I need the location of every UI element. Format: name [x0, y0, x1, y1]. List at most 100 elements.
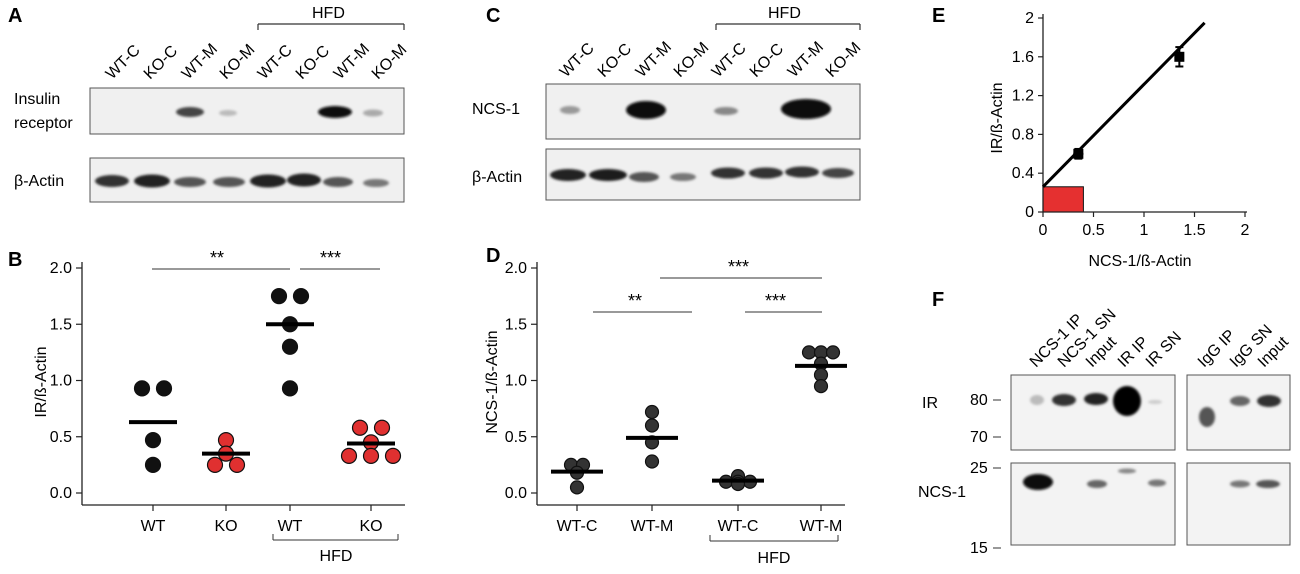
panel-c-hfd-label: HFD [768, 5, 801, 22]
panel-d-y-tick-label: 0.0 [505, 485, 527, 502]
panel-e-x-tick-label: 1.5 [1183, 222, 1205, 239]
panel-b-label: B [8, 249, 22, 271]
panel-a: A HFD WT-CKO-CWT-MKO-MWT-CKO-CWT-MKO-M I… [8, 5, 410, 203]
band [626, 101, 666, 119]
panel-c-lane-label: WT-M [785, 39, 827, 81]
panel-d-ylabel: NCS-1/ß-Actin [484, 330, 501, 433]
panel-e-plot: 0 0.4 0.8 1.2 1.6 2 0 0.5 1 1.5 2 [1012, 10, 1250, 239]
panel-d-y-tick-label: 1.5 [505, 316, 527, 333]
band [711, 167, 745, 179]
panel-b-data-point [144, 456, 162, 473]
band [560, 106, 580, 114]
panel-b: B IR/ß-Actin 0.00.51.01.52.0WT KO WT KO ** … [8, 248, 405, 565]
panel-c-lane-label: WT-C [557, 40, 598, 81]
panel-b-ylabel: IR/ß-Actin [33, 346, 50, 417]
panel-d-data-point [569, 480, 585, 495]
panel-a-lane-label: WT-M [331, 41, 373, 83]
panel-e-y-tick-label: 0.8 [1012, 126, 1034, 143]
panel-b-sig-1: ** [210, 248, 224, 268]
panel-b-data-point [281, 380, 299, 397]
panel-a-lane-label: WT-C [103, 42, 144, 83]
panel-f-lane-label: IR SN [1143, 329, 1185, 371]
band [1113, 386, 1141, 416]
panel-a-lane-label: KO-M [217, 41, 259, 83]
panel-f-label: F [932, 289, 944, 311]
panel-d-data-point [813, 379, 829, 394]
panel-f-mw-25: 25 [970, 460, 988, 477]
band [1030, 395, 1044, 405]
band [134, 174, 170, 188]
panel-c-lane-label: WT-M [633, 39, 675, 81]
panel-b-data-point [133, 380, 151, 397]
panel-e-data-point [1073, 148, 1084, 159]
panel-b-y-tick-label: 0.5 [50, 429, 72, 446]
panel-d-x-tick-label: WT-C [557, 518, 598, 535]
panel-e-y-tick-label: 1.6 [1012, 49, 1034, 66]
panel-d-sig-2: *** [728, 257, 749, 277]
panel-f-row1-label: IR [922, 395, 938, 412]
panel-a-row1-label-1: Insulin [14, 91, 60, 108]
band [318, 106, 352, 118]
panel-c-row2-label: β-Actin [472, 169, 522, 186]
panel-f-bands [1023, 386, 1281, 490]
band [323, 177, 353, 187]
panel-b-y-tick-label: 1.0 [50, 373, 72, 390]
panel-e-ylabel: IR/ß-Actin [989, 82, 1006, 153]
band [785, 166, 819, 178]
panel-c-lane-label: KO-M [671, 39, 713, 81]
panel-e-x-tick-label: 0.5 [1082, 222, 1104, 239]
panel-b-plot: 0.0 0.5 1.0 1.5 2.0 WT KO WT KO [50, 260, 405, 535]
band [219, 110, 237, 116]
panel-e-label: E [932, 5, 945, 27]
panel-a-lane-label: WT-C [255, 42, 296, 83]
panel-c-row1-label: NCS-1 [472, 101, 520, 118]
band [213, 177, 245, 187]
panel-d-y-tick-label: 1.0 [505, 373, 527, 390]
band [95, 175, 129, 187]
panel-e-y-tick-label: 1.2 [1012, 88, 1034, 105]
panel-d-sig-3: *** [765, 291, 786, 311]
band [1087, 480, 1107, 488]
panel-a-lane-label: KO-C [293, 43, 333, 83]
panel-b-data-point [144, 432, 162, 449]
panel-c-bands [550, 99, 854, 182]
panel-a-lane-label: KO-C [141, 43, 181, 83]
band [550, 169, 586, 181]
panel-e-highlight-box [1042, 186, 1084, 213]
panel-b-x-tick-label: WT [141, 518, 166, 535]
panel-d-data-point [644, 404, 660, 420]
panel-d-data-point [644, 454, 660, 469]
panel-f-mw-15: 15 [970, 540, 988, 557]
panel-d-sig-1: ** [628, 291, 642, 311]
panel-b-hfd-label: HFD [320, 548, 353, 565]
band [363, 179, 389, 187]
band [1118, 468, 1136, 474]
band [629, 172, 659, 182]
panel-c-lane-labels: WT-CKO-CWT-MKO-MWT-CKO-CWT-MKO-M [557, 39, 865, 81]
panel-d-hfd-label: HFD [758, 550, 791, 567]
panel-a-label: A [8, 5, 22, 27]
panel-b-data-point [281, 338, 299, 355]
panel-a-blot-insulin-receptor [89, 87, 405, 135]
panel-f-blot-ir-left [1010, 374, 1176, 451]
panel-a-row1-label-2: receptor [14, 115, 73, 132]
panel-c-lane-label: KO-C [747, 41, 787, 81]
panel-e-y-tick-label: 0 [1025, 204, 1034, 221]
panel-e-x-tick-label: 2 [1241, 222, 1250, 239]
panel-c: C HFD WT-CKO-CWT-MKO-MWT-CKO-CWT-MKO-M N… [472, 5, 865, 201]
panel-e-xlabel: NCS-1/ß-Actin [1088, 253, 1191, 270]
panel-d-data-point [644, 418, 660, 433]
panel-f-mw-70: 70 [970, 429, 988, 446]
panel-e-x-tick-label: 0 [1039, 222, 1048, 239]
panel-c-lane-label: WT-C [709, 40, 750, 81]
band [1256, 480, 1280, 488]
panel-d-y-tick-label: 0.5 [505, 429, 527, 446]
panel-b-x-tick-label: WT [278, 518, 303, 535]
band [822, 168, 854, 178]
panel-e: E IR/ß-Actin NCS-1/ß-Actin 0 0.4 0.8 1.2 1.6… [932, 5, 1250, 270]
panel-f-lane-label: IR IP [1115, 334, 1152, 371]
panel-b-y-tick-label: 2.0 [50, 260, 72, 277]
